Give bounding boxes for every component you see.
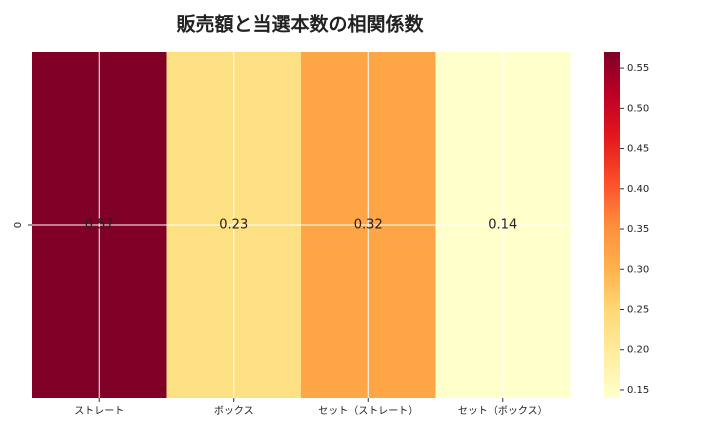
colorbar-tick-label: 0.25	[627, 304, 649, 315]
chart-title: 販売額と当選本数の相関係数	[176, 13, 424, 36]
value-label: 0.14	[488, 218, 517, 233]
colorbar-tick-label: 0.50	[627, 103, 649, 114]
y-tick-label: 0	[13, 222, 24, 228]
colorbar-tick-label: 0.30	[627, 264, 649, 275]
colorbar	[604, 52, 620, 398]
x-tick-label: セット（ストレート）	[318, 405, 418, 417]
x-tick-label: ストレート	[74, 406, 124, 417]
value-label: 0.23	[219, 218, 248, 233]
colorbar-tick-label: 0.15	[627, 385, 649, 396]
value-label: 0.57	[85, 218, 114, 233]
colorbar-tick-label: 0.35	[627, 224, 649, 235]
colorbar-tick-label: 0.20	[627, 345, 649, 356]
colorbar-tick-label: 0.55	[627, 63, 649, 74]
x-tick-label: ボックス	[214, 405, 254, 417]
colorbar-tick-label: 0.40	[627, 184, 649, 195]
value-label: 0.32	[354, 218, 383, 233]
x-tick-label: セット（ボックス）	[458, 405, 548, 417]
colorbar-tick-label: 0.45	[627, 144, 649, 155]
